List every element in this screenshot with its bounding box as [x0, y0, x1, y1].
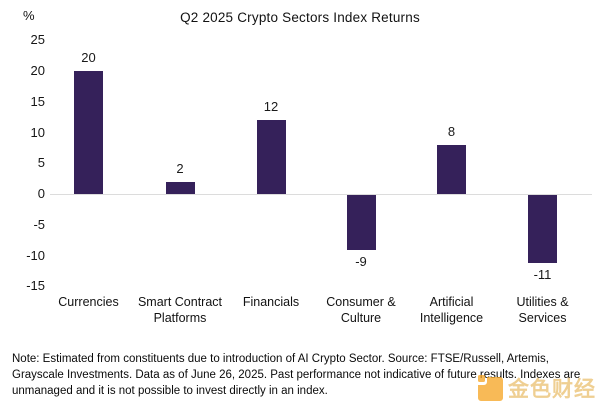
- y-axis-tick-label: 10: [30, 124, 45, 140]
- category-label: Consumer & Culture: [326, 295, 396, 326]
- y-axis-tick-label: 20: [30, 63, 45, 78]
- bar: [256, 120, 286, 194]
- category-label: Utilities & Services: [516, 295, 569, 326]
- category-label: Smart Contract Platforms: [137, 295, 223, 326]
- watermark-text: 金色财经: [508, 378, 596, 401]
- jinse-finance-logo-icon: [478, 375, 503, 401]
- bar: [165, 181, 195, 194]
- bar-value-label: 8: [447, 123, 456, 139]
- y-axis-tick-label: -15: [26, 278, 45, 294]
- bar: [528, 195, 557, 263]
- bar-value-label: -11: [533, 266, 552, 282]
- y-axis-tick-label: -10: [26, 247, 45, 263]
- category-label: Currencies: [58, 295, 119, 309]
- y-axis-tick-label: 5: [37, 155, 45, 171]
- y-axis-tick-label: 25: [30, 32, 45, 48]
- zero-axis-line: [50, 194, 592, 195]
- y-axis-tick-label: 0: [37, 186, 45, 201]
- plot-area: 25 20 15 10 5 0 -5 -10 -15 20 2 12 -9 8 -11: [26, 32, 592, 294]
- y-axis-tick-label: 15: [30, 93, 45, 109]
- bar: [74, 71, 103, 194]
- category-label: Financials: [242, 295, 300, 309]
- bar-value-label: 20: [81, 50, 96, 65]
- category-label: Artificial Intelligence: [419, 295, 484, 326]
- bar-value-label: -9: [355, 254, 367, 270]
- bar: [437, 144, 466, 194]
- bar-value-label: 12: [263, 99, 279, 115]
- bar-value-label: 2: [176, 160, 184, 176]
- bar: [346, 195, 376, 251]
- y-axis-unit-label: %: [23, 8, 35, 23]
- watermark: 金色财经: [478, 373, 596, 403]
- y-axis-tick-label: -5: [33, 216, 45, 232]
- footnote-text: Note: Estimated from constituents due to…: [12, 353, 581, 397]
- chart-title: Q2 2025 Crypto Sectors Index Returns: [180, 10, 420, 25]
